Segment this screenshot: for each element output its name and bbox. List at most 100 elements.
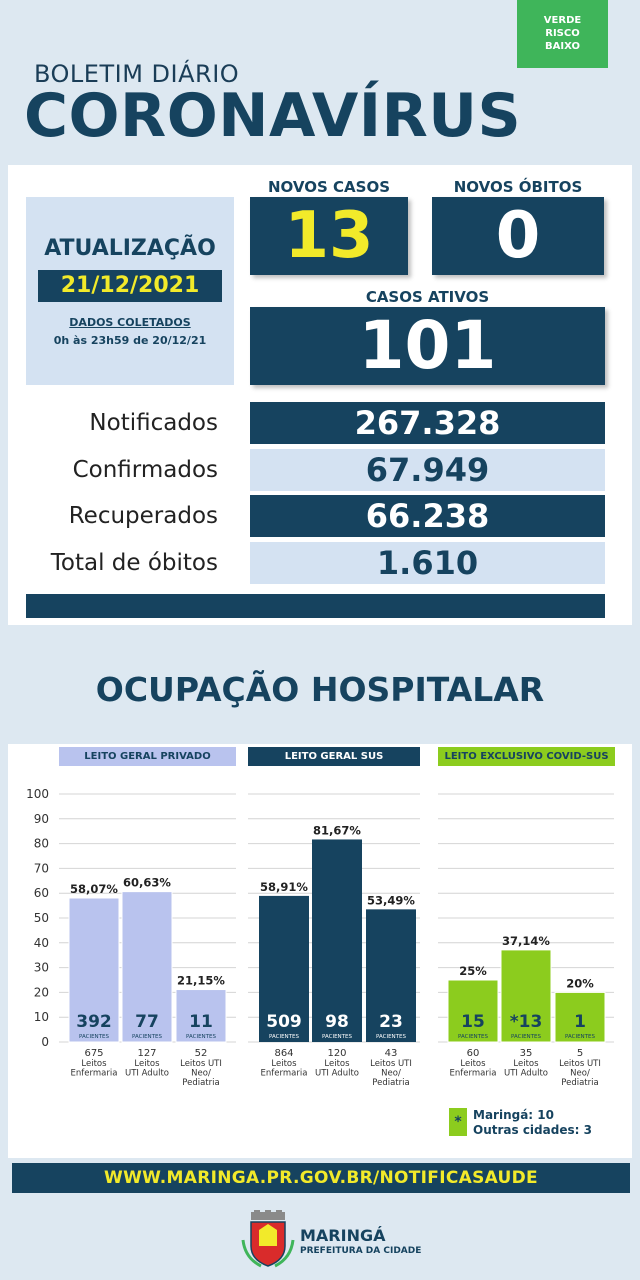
y-tick-label: 100	[26, 787, 49, 801]
patients-count: 1	[574, 1012, 586, 1032]
data-collected-range: 0h às 23h59 de 20/12/21	[53, 334, 207, 347]
beds-count: 43	[385, 1048, 398, 1059]
city-hall-label: PREFEITURA DA CIDADE	[300, 1246, 422, 1256]
bed-category-label: UTI Adulto	[315, 1069, 359, 1079]
stat-label-obitos: Total de óbitos	[50, 550, 218, 576]
patients-label: PACIENTES	[565, 1034, 596, 1040]
patients-count: 23	[379, 1012, 403, 1032]
summary-bottom-bar	[26, 594, 605, 618]
patients-count: 11	[189, 1012, 213, 1032]
stat-label-confirmados: Confirmados	[72, 457, 218, 483]
bed-category-label: Neo/	[570, 1069, 590, 1079]
patients-label: PACIENTES	[376, 1034, 407, 1040]
new-cases-value: 13	[250, 197, 408, 275]
occupancy-bar	[447, 979, 499, 1043]
bed-category-label: Leitos UTI	[180, 1059, 222, 1069]
group-header-covid: LEITO EXCLUSIVO COVID-SUS	[438, 747, 615, 766]
percent-label: 53,49%	[367, 893, 415, 907]
occupancy-bar	[366, 909, 416, 1042]
risk-badge-line-3: BAIXO	[545, 41, 580, 52]
bed-category-label: Enfermaria	[71, 1069, 118, 1079]
occupancy-bar	[500, 949, 552, 1043]
percent-label: 20%	[566, 976, 594, 990]
bed-category-label: Enfermaria	[261, 1069, 308, 1079]
beds-count: 52	[195, 1048, 208, 1059]
new-cases-label: NOVOS CASOS	[268, 178, 390, 196]
patients-count: 77	[135, 1012, 159, 1032]
bulletin-subtitle: BOLETIM DIÁRIO	[34, 60, 240, 88]
new-deaths-value: 0	[432, 197, 604, 275]
occupancy-bar	[259, 895, 309, 1042]
occupancy-bar	[121, 891, 173, 1043]
y-tick-label: 10	[34, 1010, 49, 1024]
percent-label: 37,14%	[502, 934, 550, 948]
data-collected-label: DADOS COLETADOS	[69, 316, 191, 329]
beds-count: 5	[577, 1048, 583, 1059]
patients-label: PACIENTES	[322, 1034, 353, 1040]
beds-count: 60	[467, 1048, 480, 1059]
city-coat-of-arms-icon	[241, 1210, 295, 1268]
occupancy-bar	[175, 989, 227, 1043]
city-name: MARINGÁ	[300, 1226, 386, 1245]
stat-value-recuperados: 66.238	[250, 495, 605, 537]
bed-category-label: Leitos	[460, 1059, 486, 1069]
patients-label: PACIENTES	[186, 1034, 217, 1040]
patients-label: PACIENTES	[458, 1034, 489, 1040]
bed-category-label: Leitos	[81, 1059, 107, 1069]
percent-label: 60,63%	[123, 876, 171, 890]
hospital-bar-chart: 0 10 20 30 40 50 60 70 80 90 100 58,07% 392 PACIENTES…	[26, 787, 614, 1088]
bed-category-label: UTI Adulto	[125, 1069, 169, 1079]
bed-category-label: Leitos UTI	[370, 1059, 412, 1069]
percent-label: 58,91%	[260, 880, 308, 894]
y-tick-label: 60	[34, 886, 49, 900]
y-tick-label: 80	[34, 837, 49, 851]
notification-url[interactable]: WWW.MARINGA.PR.GOV.BR/NOTIFICASAUDE	[12, 1163, 630, 1193]
patients-label: PACIENTES	[269, 1034, 300, 1040]
percent-label: 81,67%	[313, 823, 361, 837]
risk-badge-line-1: VERDE	[543, 15, 582, 26]
y-tick-label: 50	[34, 911, 49, 925]
risk-badge-line-2: RISCO	[545, 28, 580, 39]
beds-count: 120	[327, 1048, 346, 1059]
y-tick-label: 90	[34, 812, 49, 826]
y-tick-label: 0	[41, 1035, 49, 1049]
bed-category-label: UTI Adulto	[504, 1069, 548, 1079]
bed-category-label: Enfermaria	[450, 1069, 497, 1079]
legend-other-cities: Outras cidades: 3	[473, 1123, 592, 1137]
patients-count: 98	[325, 1012, 349, 1032]
beds-count: 675	[84, 1048, 103, 1059]
occupancy-bar	[312, 839, 362, 1042]
percent-label: 21,15%	[177, 974, 225, 988]
patients-count: *13	[510, 1012, 543, 1032]
stat-label-recuperados: Recuperados	[68, 503, 218, 529]
bed-category-label: Leitos	[134, 1059, 160, 1069]
bed-category-label: Pediatria	[372, 1078, 409, 1088]
beds-count: 127	[137, 1048, 156, 1059]
percent-label: 58,07%	[70, 882, 118, 896]
beds-count: 35	[520, 1048, 533, 1059]
beds-count: 864	[274, 1048, 293, 1059]
update-label: ATUALIZAÇÃO	[44, 236, 216, 261]
update-date: 21/12/2021	[38, 270, 222, 302]
bed-category-label: Leitos UTI	[559, 1059, 601, 1069]
bed-category-label: Leitos	[271, 1059, 297, 1069]
y-tick-label: 70	[34, 861, 49, 875]
group-header-private: LEITO GERAL PRIVADO	[59, 747, 236, 766]
bed-category-label: Neo/	[381, 1069, 401, 1079]
occupancy-bar	[554, 991, 606, 1043]
bed-category-label: Pediatria	[182, 1078, 219, 1088]
patients-count: 392	[76, 1012, 112, 1032]
stat-label-notificados: Notificados	[89, 410, 218, 436]
y-tick-label: 20	[34, 985, 49, 999]
percent-label: 25%	[459, 964, 487, 978]
risk-level-badge: VERDE RISCO BAIXO	[517, 0, 608, 68]
stat-value-notificados: 267.328	[250, 402, 605, 444]
asterisk-legend-icon: *	[449, 1108, 467, 1136]
patients-count: 509	[266, 1012, 302, 1032]
hospital-occupancy-title: OCUPAÇÃO HOSPITALAR	[95, 670, 545, 709]
bed-category-label: Leitos	[324, 1059, 350, 1069]
bed-category-label: Leitos	[513, 1059, 539, 1069]
bed-category-label: Pediatria	[561, 1078, 598, 1088]
bed-category-label: Neo/	[191, 1069, 211, 1079]
group-header-sus: LEITO GERAL SUS	[248, 747, 420, 766]
